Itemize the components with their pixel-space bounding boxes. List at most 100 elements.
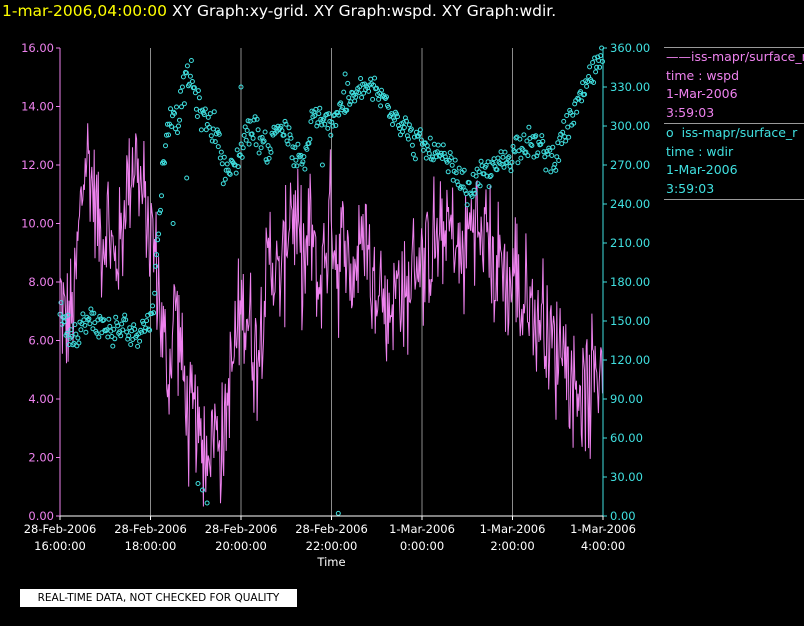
wdir-point	[504, 160, 510, 165]
wdir-point	[374, 85, 380, 91]
wdir-point	[245, 118, 251, 124]
wdir-point	[162, 160, 167, 166]
wdir-point	[156, 231, 162, 237]
wdir-point	[453, 170, 459, 176]
wdir-point	[200, 487, 205, 493]
wdir-point	[512, 149, 518, 155]
left-tick-label: 4.00	[28, 392, 54, 406]
wdir-point	[426, 151, 432, 156]
wdir-point	[331, 113, 337, 119]
wdir-point	[356, 90, 362, 96]
wdir-point	[326, 111, 332, 117]
wdir-point	[143, 325, 149, 331]
wdir-point	[113, 314, 119, 320]
wdir-point	[112, 336, 118, 342]
wdir-point	[212, 139, 218, 145]
wdir-point	[574, 109, 580, 115]
wdir-point	[294, 163, 300, 169]
wdir-point	[561, 118, 567, 124]
wdir-point	[173, 126, 178, 132]
right-tick-label: 210.00	[610, 236, 650, 250]
wdir-point	[418, 137, 424, 143]
wdir-point	[154, 252, 160, 258]
wdir-point	[254, 116, 260, 122]
wdir-point	[440, 142, 446, 148]
wdir-point	[219, 161, 225, 167]
wdir-point	[562, 134, 568, 140]
wdir-point	[289, 155, 295, 161]
wdir-point	[352, 98, 358, 104]
wdir-point	[301, 154, 307, 160]
wdir-point	[107, 323, 113, 329]
wdir-point	[199, 107, 205, 113]
wdir-point	[555, 140, 561, 146]
wdir-point	[487, 174, 493, 180]
wdir-point	[73, 331, 79, 337]
wdir-point	[307, 136, 313, 142]
wdir-point	[253, 142, 259, 148]
wdir-point	[158, 207, 163, 213]
wdir-point	[491, 156, 497, 162]
left-tick-label: 2.00	[28, 451, 54, 465]
wdir-point	[139, 329, 145, 335]
wdir-point	[174, 104, 179, 110]
wdir-point	[292, 145, 298, 151]
right-tick-label: 30.00	[610, 470, 643, 484]
wdir-point	[564, 113, 570, 118]
wdir-point	[244, 128, 250, 133]
right-tick-label: 0.00	[610, 509, 636, 523]
x-tick-label-date: 28-Feb-2006	[24, 522, 97, 536]
wdir-point	[91, 310, 97, 316]
wdir-point	[376, 96, 382, 102]
legend-wspd-var: time : wspd	[666, 67, 740, 83]
wdir-point	[176, 123, 181, 129]
wdir-point	[202, 106, 208, 112]
wdir-point	[206, 124, 212, 130]
wdir-point	[86, 316, 92, 322]
wdir-point	[159, 193, 164, 199]
wdir-point	[539, 133, 545, 139]
x-tick-label-time: 0:00:00	[400, 539, 444, 553]
wdir-point	[553, 167, 559, 173]
wdir-point	[435, 142, 441, 148]
x-tick-label-date: 1-Mar-2006	[480, 522, 546, 536]
wdir-point	[370, 96, 376, 102]
x-tick-label-time: 2:00:00	[490, 539, 534, 553]
legend-circle-marker: o	[666, 125, 674, 140]
wspd-line	[59, 123, 603, 507]
wdir-point	[315, 120, 321, 126]
wdir-point	[163, 143, 168, 149]
wdir-point	[567, 107, 573, 113]
wdir-point	[109, 334, 115, 339]
wdir-point	[466, 180, 472, 186]
legend-wdir-date: 1-Mar-2006	[666, 162, 738, 177]
wdir-point	[203, 127, 209, 133]
wdir-point	[144, 318, 150, 324]
wdir-point	[211, 109, 217, 115]
wdir-point	[132, 326, 138, 332]
wdir-point	[319, 122, 325, 128]
wdir-point	[460, 184, 466, 190]
legend-wspd-time: 3:59:03	[666, 104, 715, 120]
wdir-point	[483, 162, 489, 168]
wdir-point	[85, 317, 91, 323]
legend-separator	[664, 123, 804, 124]
wdir-point	[300, 159, 306, 165]
wdir-point	[191, 85, 197, 91]
wdir-point	[97, 313, 103, 319]
wdir-point	[438, 150, 444, 156]
wdir-point	[71, 340, 77, 346]
x-tick-label-time: 16:00:00	[34, 539, 86, 553]
wdir-point	[179, 84, 185, 90]
wdir-point	[172, 110, 177, 116]
right-tick-label: 60.00	[610, 431, 643, 445]
wdir-point	[184, 63, 190, 69]
wdir-point	[464, 202, 470, 208]
wdir-point	[518, 155, 524, 161]
wdir-point	[196, 95, 202, 101]
wdir-point	[278, 123, 284, 129]
wdir-point	[535, 150, 541, 156]
legend-separator	[664, 47, 804, 48]
wdir-point	[335, 110, 341, 116]
wdir-point	[565, 124, 571, 130]
